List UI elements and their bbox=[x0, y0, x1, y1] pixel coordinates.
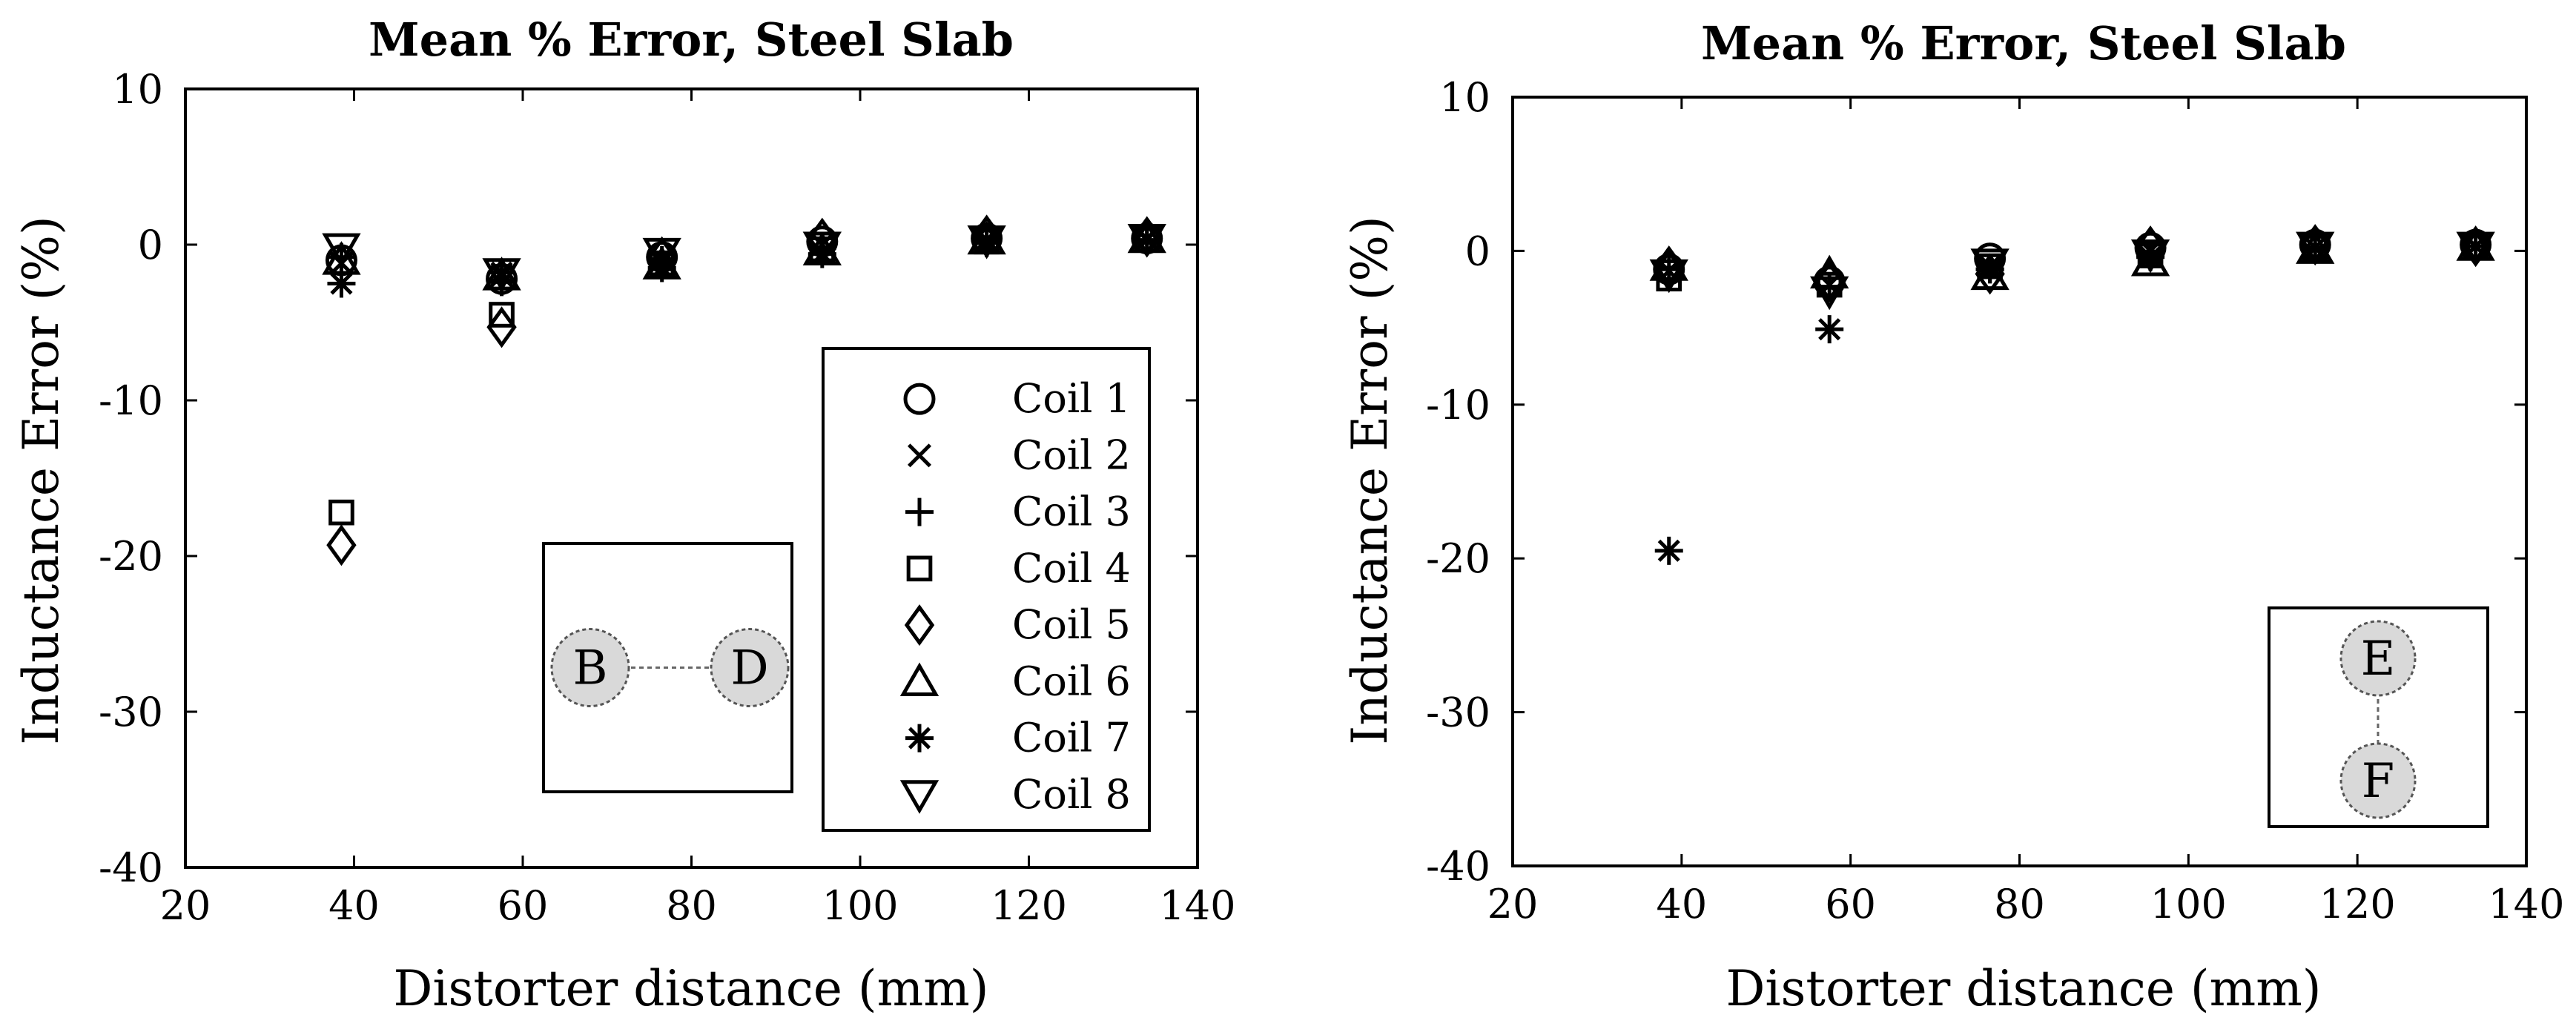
right-point-coil-6 bbox=[1810, 254, 1849, 289]
left-y-tick-label: -40 bbox=[99, 844, 163, 891]
right-x-tick-label: 40 bbox=[1656, 881, 1707, 927]
left-legend-box bbox=[822, 347, 1151, 832]
right-point-coil-6 bbox=[2130, 242, 2170, 277]
left-point-coil-4 bbox=[489, 302, 515, 328]
left-x-tick-label: 60 bbox=[498, 882, 549, 929]
right-point-coil-8 bbox=[2296, 231, 2335, 266]
left-legend-marker-coil-3 bbox=[905, 497, 934, 526]
left-point-coil-7 bbox=[487, 258, 516, 287]
left-x-tick-label: 40 bbox=[328, 882, 380, 929]
left-x-tick-label: 140 bbox=[1159, 882, 1235, 929]
left-legend-label: Coil 8 bbox=[1012, 771, 1131, 818]
left-point-coil-8 bbox=[642, 237, 681, 272]
right-x-tick-label: 120 bbox=[2319, 881, 2396, 927]
left-y-tick-label: -10 bbox=[99, 377, 163, 424]
right-y-tick-label: 0 bbox=[1465, 228, 1490, 274]
right-y-tick-label: 10 bbox=[1439, 74, 1490, 121]
left-legend-label: Coil 6 bbox=[1012, 658, 1131, 704]
left-inset-node-d bbox=[710, 628, 790, 707]
left-point-coil-8 bbox=[1127, 224, 1166, 258]
right-point-coil-7 bbox=[1654, 536, 1683, 565]
left-chart-panel: Mean % Error, Steel Slab Distorter dista… bbox=[13, 13, 1236, 1017]
right-chart-panel: Mean % Error, Steel Slab Distorter dista… bbox=[1341, 16, 2565, 1017]
right-y-tick-label: -40 bbox=[1426, 843, 1490, 890]
right-y-axis-label: Inductance Error (%) bbox=[1341, 216, 1398, 744]
right-point-coil-7 bbox=[2136, 242, 2165, 271]
right-x-tick-label: 80 bbox=[1994, 881, 2045, 927]
left-y-tick-label: -20 bbox=[99, 533, 163, 580]
right-inset-node-f bbox=[2339, 742, 2417, 819]
right-point-coil-7 bbox=[1975, 255, 2004, 284]
right-y-tick-label: -30 bbox=[1426, 689, 1490, 736]
left-legend-label: Coil 1 bbox=[1012, 375, 1131, 422]
left-y-tick-label: 0 bbox=[138, 222, 163, 268]
left-point-coil-8 bbox=[802, 231, 842, 266]
left-x-tick-label: 80 bbox=[666, 882, 717, 929]
left-legend-label: Coil 7 bbox=[1012, 715, 1131, 761]
left-legend-label: Coil 2 bbox=[1012, 431, 1131, 478]
right-point-coil-6 bbox=[1649, 247, 1688, 281]
left-legend-label: Coil 3 bbox=[1012, 489, 1131, 535]
right-x-tick-label: 140 bbox=[2488, 881, 2564, 927]
left-legend-marker-coil-7 bbox=[905, 724, 934, 752]
left-point-coil-7 bbox=[1132, 225, 1161, 254]
left-inset-node-b bbox=[550, 628, 630, 707]
right-y-tick-label: -20 bbox=[1426, 535, 1490, 582]
left-x-tick-label: 100 bbox=[822, 882, 898, 929]
left-legend-marker-coil-1 bbox=[903, 383, 936, 415]
left-legend-label: Coil 4 bbox=[1012, 545, 1131, 592]
right-x-tick-label: 20 bbox=[1487, 881, 1539, 927]
left-legend-marker-coil-4 bbox=[906, 555, 933, 582]
left-chart-title: Mean % Error, Steel Slab bbox=[369, 13, 1014, 67]
left-legend-label: Coil 5 bbox=[1012, 601, 1131, 648]
right-point-coil-8 bbox=[1970, 248, 2009, 282]
left-point-coil-8 bbox=[482, 258, 521, 292]
left-x-tick-label: 120 bbox=[991, 882, 1067, 929]
left-y-axis-label: Inductance Error (%) bbox=[13, 216, 70, 744]
left-x-tick-label: 20 bbox=[160, 882, 211, 929]
left-legend-marker-coil-6 bbox=[899, 662, 939, 696]
right-x-tick-label: 60 bbox=[1825, 881, 1876, 927]
right-point-coil-7 bbox=[2301, 234, 2330, 262]
right-inset-node-e bbox=[2339, 620, 2417, 697]
left-legend-marker-coil-8 bbox=[899, 780, 939, 814]
left-inset-node-label: D bbox=[730, 641, 768, 696]
left-point-coil-7 bbox=[327, 269, 356, 298]
right-x-axis-label: Distorter distance (mm) bbox=[1725, 960, 2321, 1017]
left-point-coil-4 bbox=[328, 499, 354, 526]
left-x-axis-label: Distorter distance (mm) bbox=[393, 960, 988, 1017]
right-point-coil-6 bbox=[1970, 256, 2009, 291]
right-chart-title: Mean % Error, Steel Slab bbox=[1701, 16, 2346, 70]
left-point-coil-7 bbox=[972, 228, 1001, 257]
left-point-coil-8 bbox=[967, 225, 1006, 259]
left-inset-node-label: B bbox=[572, 641, 607, 696]
right-point-coil-7 bbox=[1815, 315, 1844, 344]
right-y-tick-label: -10 bbox=[1426, 382, 1490, 429]
right-point-coil-7 bbox=[2461, 232, 2490, 261]
right-inset-node-label: E bbox=[2361, 632, 2396, 687]
left-point-coil-5 bbox=[486, 306, 517, 348]
right-x-tick-label: 100 bbox=[2150, 881, 2227, 927]
left-point-coil-8 bbox=[322, 233, 361, 268]
right-inset-node-label: F bbox=[2362, 754, 2394, 809]
left-legend-marker-coil-5 bbox=[904, 604, 935, 646]
left-point-coil-5 bbox=[326, 524, 357, 566]
right-point-coil-8 bbox=[1649, 259, 1688, 294]
left-point-coil-7 bbox=[808, 239, 836, 268]
left-y-tick-label: 10 bbox=[112, 66, 163, 113]
left-y-tick-label: -30 bbox=[99, 689, 163, 735]
right-point-coil-8 bbox=[2456, 231, 2495, 266]
right-point-coil-8 bbox=[2130, 239, 2170, 274]
left-legend-marker-coil-2 bbox=[907, 443, 932, 468]
right-point-coil-8 bbox=[1810, 276, 1849, 311]
